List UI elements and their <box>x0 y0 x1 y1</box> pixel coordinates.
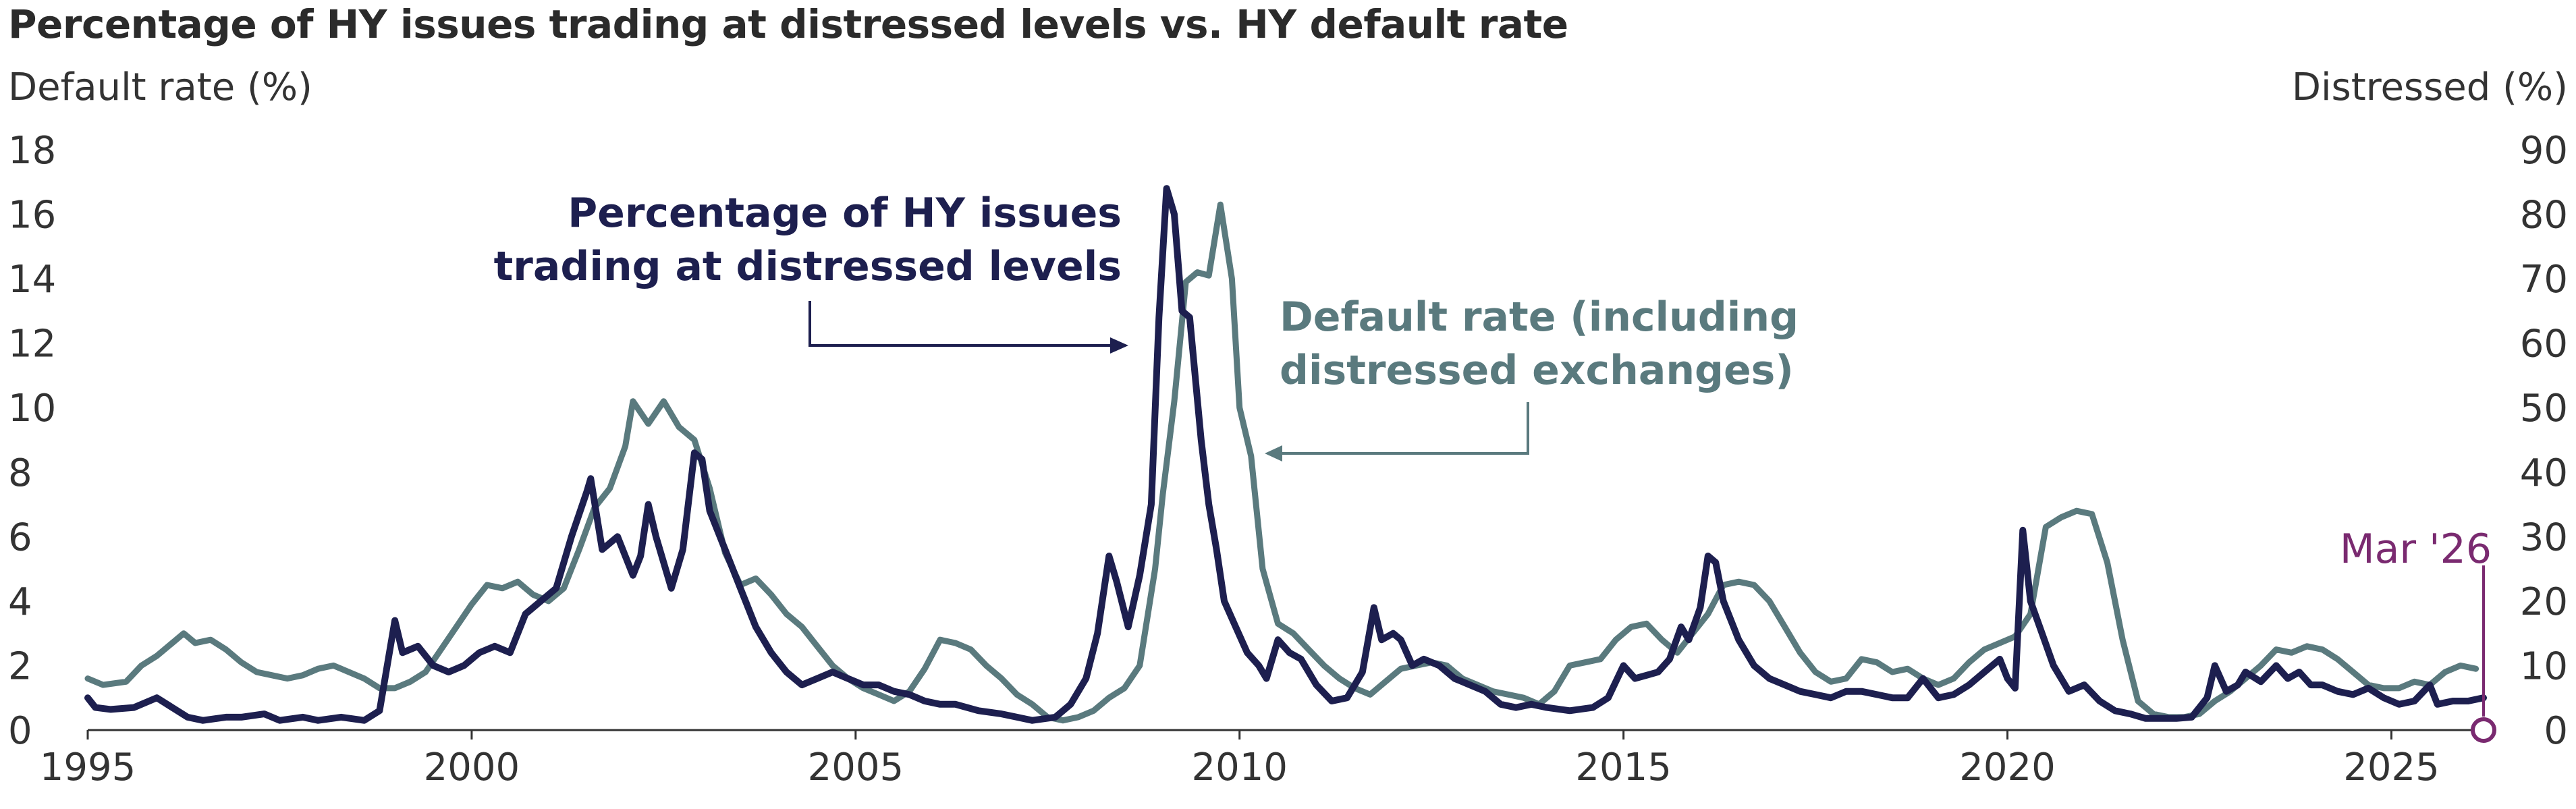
distressed-annotation-text: trading at distressed levels <box>494 243 1122 290</box>
default-annotation-leader <box>1282 402 1529 455</box>
end-marker-dot <box>2471 717 2496 743</box>
annotation-layer: Percentage of HY issues trading at distre… <box>494 190 2496 743</box>
x-tick-label: 2000 <box>424 746 520 789</box>
right-tick-label: 60 <box>2520 323 2568 366</box>
x-axis: 1995 2000 2005 2010 2015 2020 2025 <box>40 729 2484 789</box>
left-tick-label: 8 <box>8 451 32 495</box>
x-tick-label: 2005 <box>808 746 904 789</box>
x-tick-label: 2025 <box>2343 746 2440 789</box>
distressed-series-line <box>84 185 2487 724</box>
default-annotation-text: Default rate (including <box>1280 294 1799 341</box>
left-tick-label: 6 <box>8 515 32 559</box>
left-tick-label: 4 <box>8 580 32 624</box>
right-tick-label: 70 <box>2520 258 2568 302</box>
left-tick-label: 18 <box>8 129 56 173</box>
right-axis: 0 10 20 30 40 50 60 70 80 90 <box>2520 129 2568 753</box>
right-tick-label: 20 <box>2520 580 2568 624</box>
default-annotation-text: distressed exchanges) <box>1280 347 1794 394</box>
x-tick-label: 2015 <box>1575 746 1672 789</box>
right-tick-label: 30 <box>2520 515 2568 559</box>
chart-title: Percentage of HY issues trading at distr… <box>8 1 1568 47</box>
right-tick-label: 90 <box>2520 129 2568 173</box>
distressed-annotation-arrowhead <box>1110 337 1128 354</box>
default-annotation-arrowhead <box>1265 445 1282 462</box>
left-tick-label: 14 <box>8 258 56 302</box>
right-axis-title: Distressed (%) <box>2292 65 2568 109</box>
left-tick-label: 0 <box>8 709 32 753</box>
left-axis-title: Default rate (%) <box>8 65 312 109</box>
left-tick-label: 10 <box>8 387 56 430</box>
right-tick-label: 50 <box>2520 387 2568 430</box>
x-tick-label: 2020 <box>1959 746 2056 789</box>
right-tick-label: 10 <box>2520 644 2568 688</box>
left-tick-label: 12 <box>8 323 56 366</box>
x-tick-label: 1995 <box>40 746 136 789</box>
right-tick-label: 40 <box>2520 451 2568 495</box>
distressed-annotation-leader <box>809 301 1110 347</box>
right-tick-label: 0 <box>2544 709 2568 753</box>
end-marker-label: Mar '26 <box>2340 526 2492 573</box>
left-tick-label: 16 <box>8 194 56 238</box>
default-series-line <box>84 201 2479 724</box>
left-tick-label: 2 <box>8 644 32 688</box>
right-tick-label: 80 <box>2520 194 2568 238</box>
x-tick-label: 2010 <box>1191 746 1288 789</box>
left-axis: 0 2 4 6 8 10 12 14 16 18 <box>8 129 56 753</box>
series-layer <box>84 185 2487 724</box>
distressed-annotation-text: Percentage of HY issues <box>568 190 1122 237</box>
